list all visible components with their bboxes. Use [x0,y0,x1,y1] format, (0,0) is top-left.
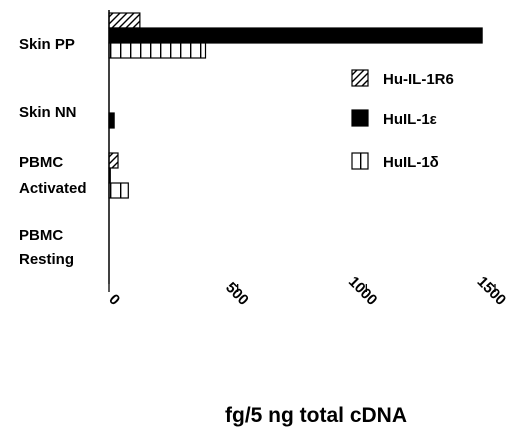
legend-swatch-1 [351,109,369,127]
category-label-3-line-0: PBMC [19,227,63,244]
legend-swatch-0 [351,69,369,87]
category-label-0-line-0: Skin PP [19,36,75,53]
legend-label-2: HuIL-1δ [383,154,439,171]
legend-label-0: Hu-IL-1R6 [383,71,454,88]
category-label-2-line-0: PBMC [19,154,63,171]
legend-label-1: HuIL-1ε [383,111,437,128]
bar-skin-pp-series-2 [108,42,207,59]
bar-pbmc-activated-series-0 [108,152,119,169]
bar-skin-nn-series-1 [108,112,115,129]
x-axis-ticks: 0 500 1000 1500 [105,273,509,309]
category-label-1-line-0: Skin NN [19,104,77,121]
category-label-3-line-1: Resting [19,251,74,268]
bar-skin-pp-series-0 [108,12,141,29]
bar-pbmc-activated-series-2 [108,182,129,199]
x-tick-label-0: 0 [105,291,123,309]
legend-swatch-2 [351,152,369,170]
x-tick-label-3: 1500 [474,273,510,309]
legend: Hu-IL-1R6 HuIL-1ε HuIL-1δ [351,69,454,171]
x-tick-label-1: 500 [222,279,252,309]
x-axis-title: fg/5 ng total cDNA [225,404,407,427]
x-tick-label-2: 1000 [345,273,381,309]
category-labels: Skin PP Skin NN PBMC Activated PBMC Resting [19,36,87,268]
bar-skin-pp-series-1 [108,27,483,44]
category-label-2-line-1: Activated [19,180,87,197]
